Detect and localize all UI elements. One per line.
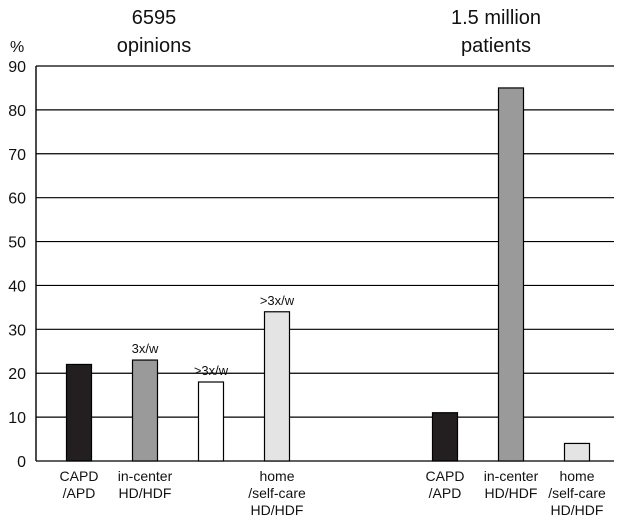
category-label: /self-care <box>548 485 606 501</box>
y-tick-label: 50 <box>8 235 26 252</box>
bar-annotation: >3x/w <box>194 363 229 378</box>
bar <box>563 442 591 462</box>
y-tick-label: 40 <box>8 278 26 295</box>
bar <box>65 363 93 462</box>
category-label: HD/HDF <box>485 485 538 501</box>
group-title: 6595 <box>132 7 177 29</box>
labels: 6595opinionsCAPD/APD3x/win-centerHD/HDF>… <box>60 7 606 518</box>
y-tick-label: 0 <box>17 454 26 471</box>
group-title: opinions <box>117 35 192 57</box>
y-tick-label: 90 <box>8 59 26 76</box>
bar <box>431 412 459 462</box>
category-label: CAPD <box>426 468 465 484</box>
bar-annotation: 3x/w <box>132 341 159 356</box>
bars <box>65 87 591 462</box>
y-tick-label: 60 <box>8 191 26 208</box>
group-title: patients <box>461 35 531 57</box>
bar-annotation: >3x/w <box>260 293 295 308</box>
category-label: HD/HDF <box>251 502 304 518</box>
category-label: in-center <box>118 468 173 484</box>
y-unit-label: % <box>10 39 24 56</box>
group-title: 1.5 million <box>451 7 541 29</box>
y-tick-label: 10 <box>8 410 26 427</box>
y-tick-label: 20 <box>8 366 26 383</box>
category-label: in-center <box>484 468 539 484</box>
gridlines <box>36 65 614 462</box>
y-tick-label: 70 <box>8 147 26 164</box>
y-axis: 0 10 20 30 40 50 60 70 80 90% <box>8 39 37 471</box>
y-tick-label: 80 <box>8 103 26 120</box>
bar <box>131 359 159 462</box>
category-label: HD/HDF <box>119 485 172 501</box>
category-label: HD/HDF <box>551 502 604 518</box>
bar <box>263 311 291 462</box>
category-label: CAPD <box>60 468 99 484</box>
category-label: home <box>559 468 594 484</box>
y-tick-label: 30 <box>8 322 26 339</box>
category-label: /APD <box>429 485 462 501</box>
category-label: /APD <box>63 485 96 501</box>
category-label: home <box>259 468 294 484</box>
bar <box>197 381 225 462</box>
bar <box>497 87 525 462</box>
category-label: /self-care <box>248 485 306 501</box>
